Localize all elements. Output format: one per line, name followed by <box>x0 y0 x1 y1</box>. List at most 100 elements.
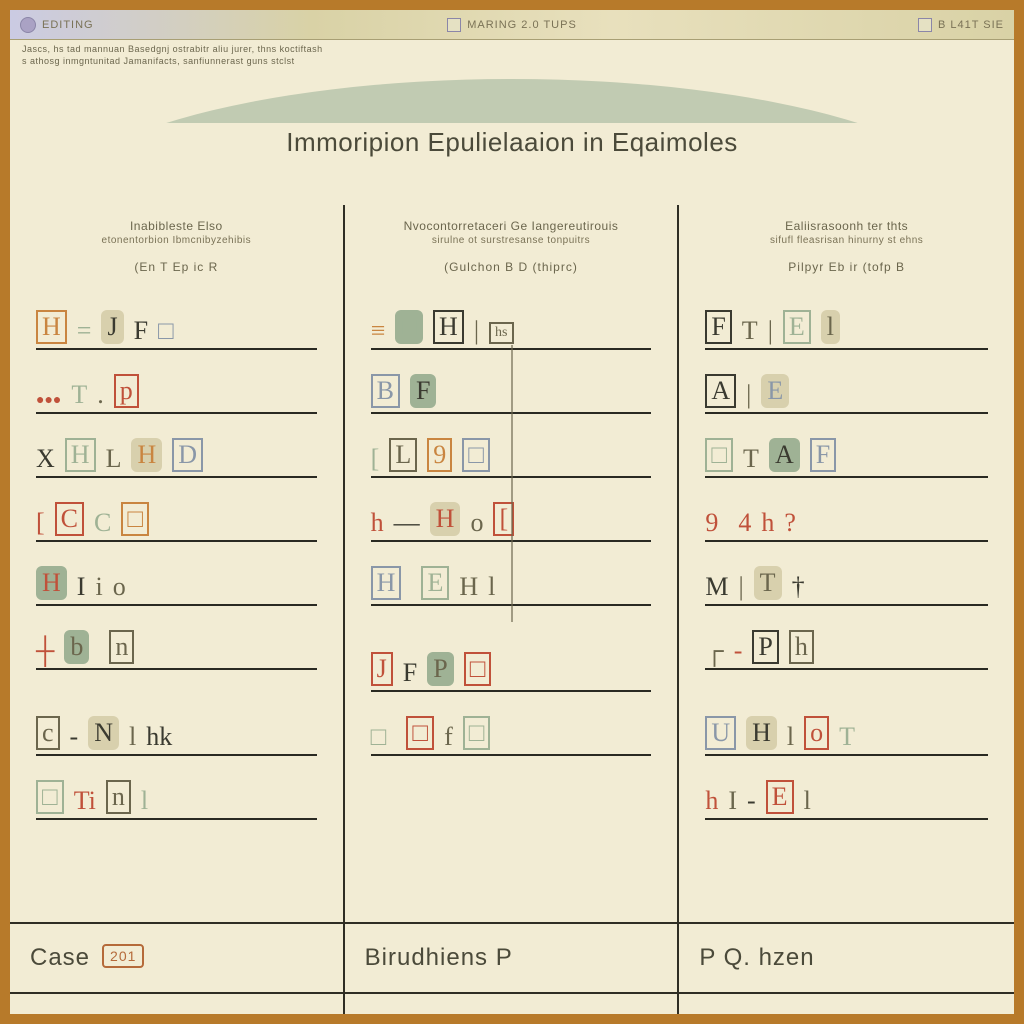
glyph: E <box>783 310 811 344</box>
glyph: | <box>474 318 479 344</box>
glyph: □ <box>395 310 423 344</box>
glyph: N <box>88 716 119 750</box>
glyph: A <box>705 374 736 408</box>
glyph: I <box>728 788 737 814</box>
glyph: ≡ <box>371 318 386 344</box>
col1-subtitle3: (En T Ep ic R <box>28 260 325 274</box>
glyph-row: h—Ho[ <box>371 486 652 542</box>
footer-1-label: Case <box>30 944 90 972</box>
glyph: 4 <box>738 510 751 536</box>
glyph: T <box>743 446 759 472</box>
glyph: T <box>742 318 758 344</box>
glyph: T <box>71 382 87 408</box>
glyph: F <box>705 310 731 344</box>
spacer-3 <box>679 994 1014 1014</box>
glyph: F <box>410 374 436 408</box>
glyph: M <box>705 574 728 600</box>
glyph: H <box>371 566 402 600</box>
glyph: T <box>839 724 855 750</box>
glyph: H <box>433 310 464 344</box>
glyph: ? <box>784 510 796 536</box>
glyph-row: ≡□H|hs <box>371 294 652 350</box>
glyph: n <box>106 780 131 814</box>
glyph: ┼ <box>36 638 54 664</box>
glyph: h <box>761 510 774 536</box>
glyph: L <box>106 446 122 472</box>
glyph-row: □TAF <box>705 422 988 478</box>
glyph: [ <box>493 502 514 536</box>
glyph: n <box>109 630 134 664</box>
footer-2-label: Birudhiens P <box>365 944 513 972</box>
glyph-row: □ □f□ <box>371 700 652 756</box>
col1-glyphs: H=JF□●●●T.pXHLHD[CC□HIio┼b nc-Nlhk□Tinl <box>28 294 325 820</box>
glyph: H <box>459 574 478 600</box>
glyph: C <box>94 510 111 536</box>
glyph-row: 9 4h? <box>705 486 988 542</box>
glyph: U <box>705 716 736 750</box>
glyph: H <box>430 502 461 536</box>
glyph: H <box>65 438 96 472</box>
glyph: Ti <box>74 788 96 814</box>
glyph: H <box>746 716 777 750</box>
glyph: b <box>64 630 89 664</box>
column-2: Nvocontorretaceri Ge Iangereutirouis sir… <box>345 205 680 924</box>
glyph-row: [CC□ <box>36 486 317 542</box>
glyph: = <box>77 318 92 344</box>
square-icon <box>918 18 932 32</box>
glyph: □ <box>121 502 149 536</box>
column-1: Inabibleste Elso etonentorbion Ibmcnibyz… <box>10 205 345 924</box>
glyph-row: ●●●T.p <box>36 358 317 414</box>
col3-subtitle1: Ealiisrasoonh ter thts <box>697 219 996 233</box>
glyph: h <box>705 788 718 814</box>
footer-3-label: P Q. hzen <box>699 944 814 972</box>
glyph: H <box>36 566 67 600</box>
col2-subtitle2: sirulne ot surstresanse tonpuitrs <box>363 235 660 246</box>
top-bar: EDITING MARING 2.0 TUPS B L41T SIE <box>10 10 1014 40</box>
main-grid: fin tomroqcs Asrisanzt ad cotmila fimilt… <box>10 159 1014 1014</box>
glyph: P <box>752 630 778 664</box>
glyph-row: HIio <box>36 550 317 606</box>
glyph-row: UHloT <box>705 700 988 756</box>
glyph: □ <box>463 716 491 750</box>
glyph-row: A | E <box>705 358 988 414</box>
glyph: A <box>769 438 800 472</box>
glyph: E <box>766 780 794 814</box>
glyph: E <box>761 374 789 408</box>
glyph: □ <box>36 780 64 814</box>
header-subtext: Jascs, hs tad mannuan Basedgnj ostrabitr… <box>10 40 1014 69</box>
glyph-row: BF <box>371 358 652 414</box>
glyph: p <box>114 374 139 408</box>
glyph: † <box>792 574 805 600</box>
glyph: E <box>421 566 449 600</box>
glyph: o <box>804 716 829 750</box>
col2-subtitle1: Nvocontorretaceri Ge Iangereutirouis <box>363 219 660 233</box>
col3-subtitle3: Pilpyr Eb ir (tofp B <box>697 260 996 274</box>
footer-1: Case 201 <box>10 924 345 994</box>
glyph: □ <box>464 652 492 686</box>
glyph: I <box>77 574 86 600</box>
spacer-2 <box>345 994 680 1014</box>
glyph-row: □ Tinl <box>36 764 317 820</box>
glyph: F <box>134 318 148 344</box>
glyph: l <box>141 788 148 814</box>
glyph-row: JFP□ <box>371 636 652 692</box>
glyph: □ <box>371 724 387 750</box>
col3-subtitle2: sifufl fleasrisan hinurny st ehns <box>697 235 996 246</box>
col1-subtitle1: Inabibleste Elso <box>28 219 325 233</box>
glyph: B <box>371 374 400 408</box>
glyph: | <box>738 574 743 600</box>
footer-2: Birudhiens P <box>345 924 680 994</box>
subtext-line1: Jascs, hs tad mannuan Basedgnj ostrabitr… <box>22 44 1002 56</box>
glyph: l <box>787 724 794 750</box>
glyph: □ <box>406 716 434 750</box>
glyph: c <box>36 716 60 750</box>
glyph: l <box>804 788 811 814</box>
glyph: | <box>746 382 751 408</box>
glyph: o <box>113 574 126 600</box>
glyph: hk <box>146 724 172 750</box>
glyph-row: H EHl <box>371 550 652 606</box>
glyph: [ <box>371 446 380 472</box>
glyph: - <box>747 788 756 814</box>
glyph: T <box>754 566 782 600</box>
glyph: H <box>131 438 162 472</box>
